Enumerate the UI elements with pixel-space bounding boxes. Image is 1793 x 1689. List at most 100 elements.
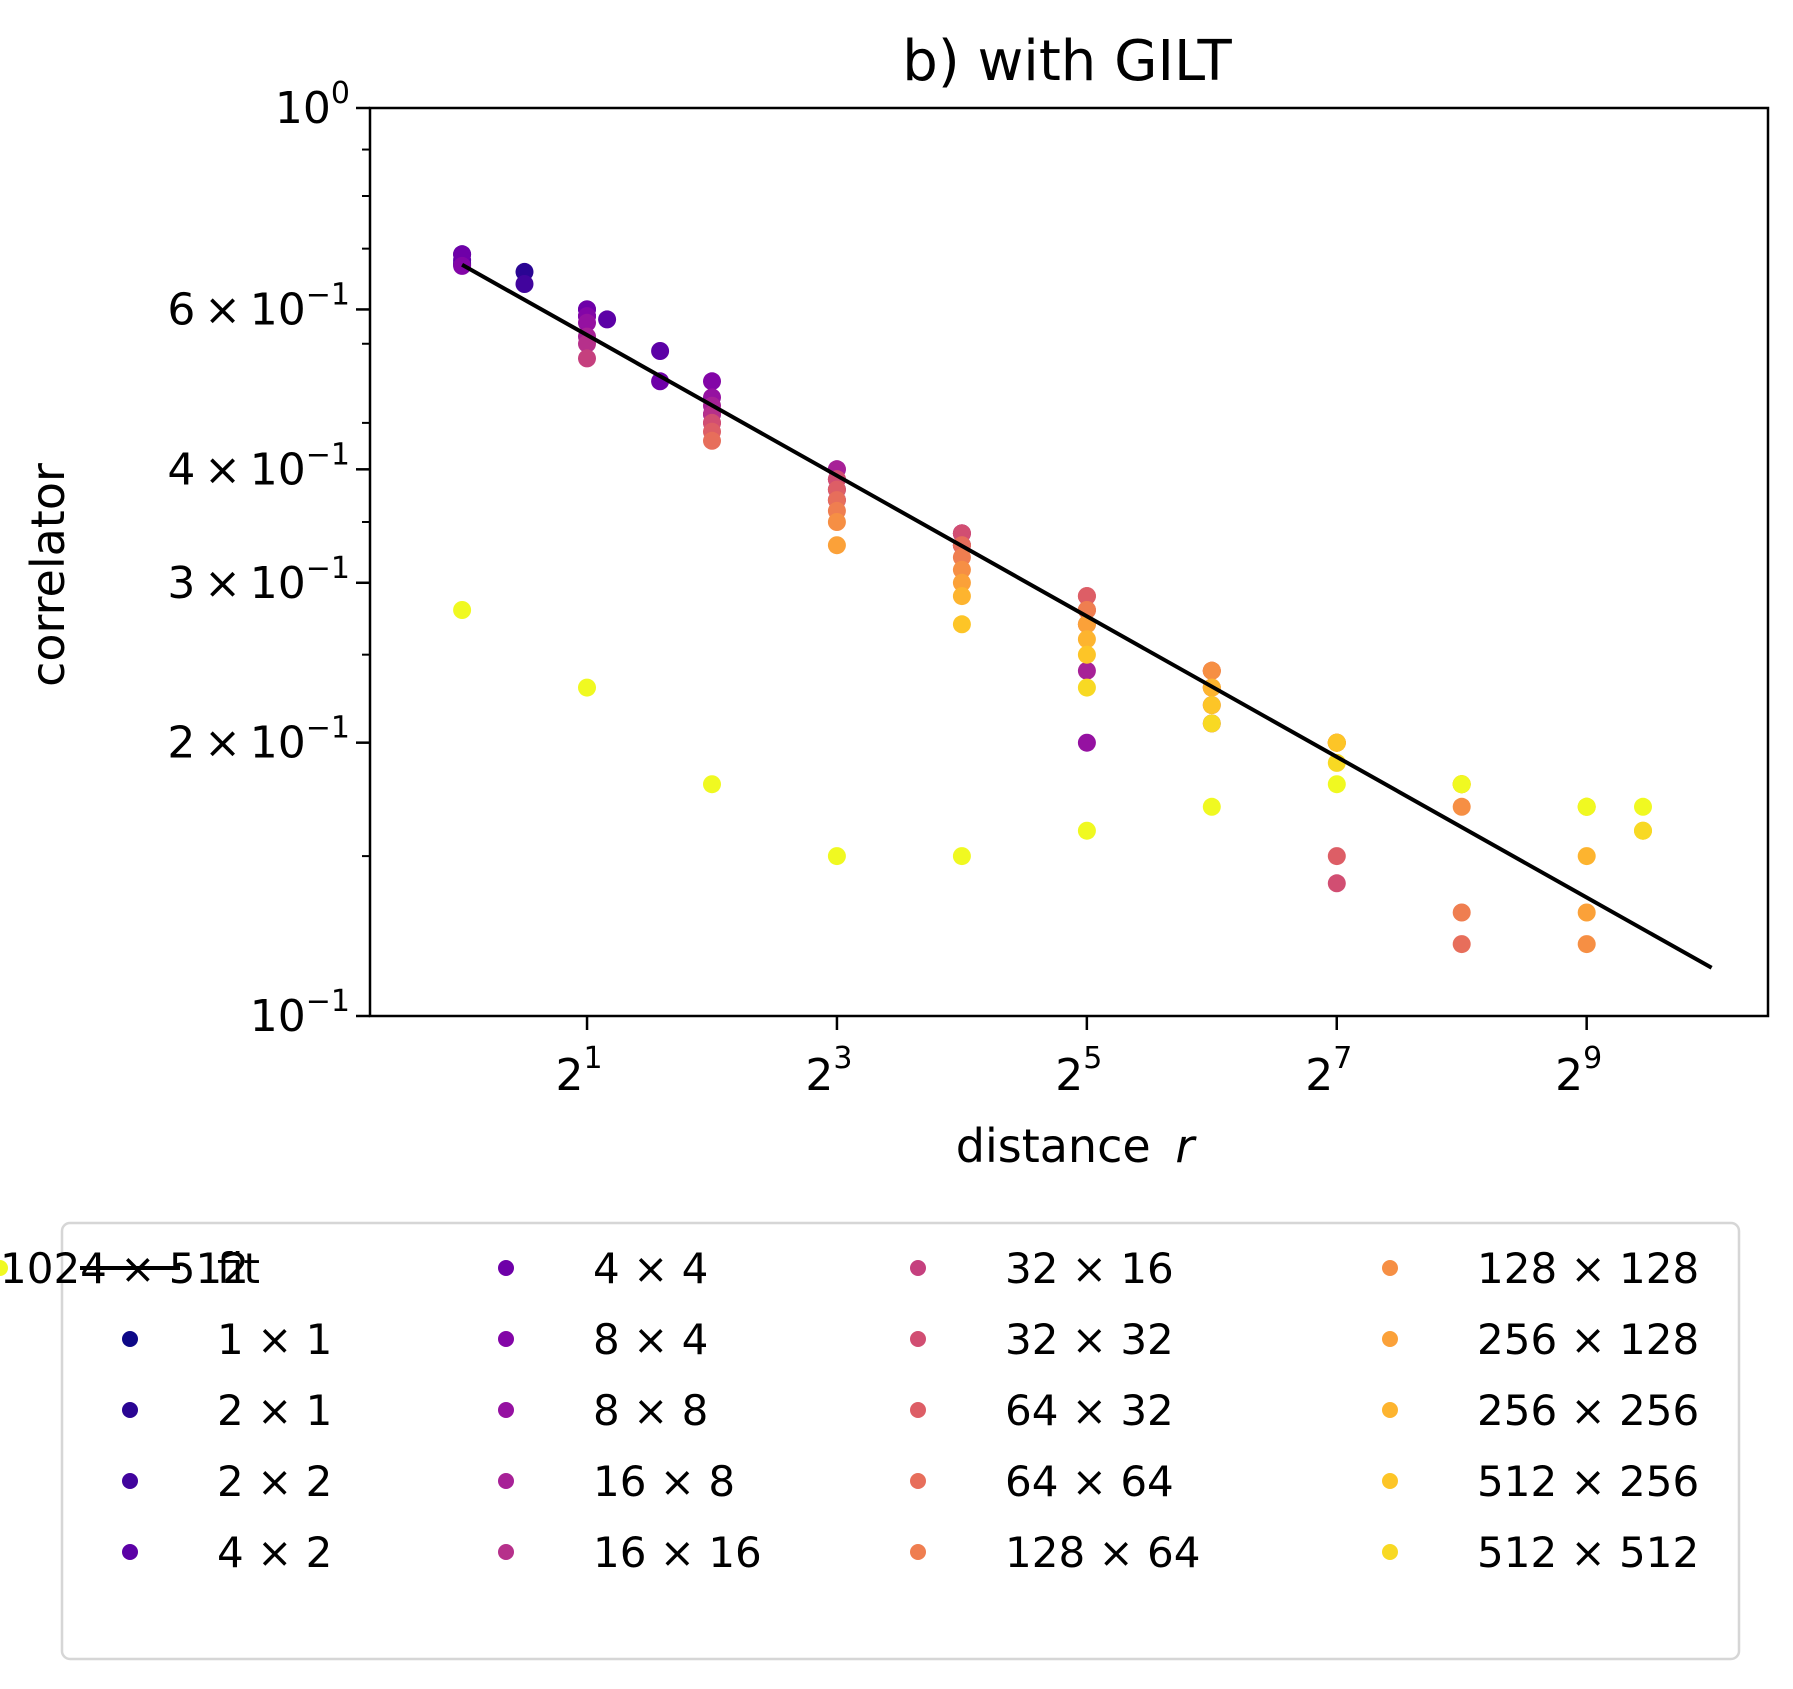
legend-marker bbox=[122, 1402, 138, 1418]
data-point bbox=[1077, 630, 1096, 649]
y-tick-mantissa: 6 × 10 bbox=[167, 284, 305, 335]
legend-marker bbox=[1382, 1544, 1398, 1560]
data-point bbox=[703, 372, 721, 391]
legend-frame bbox=[60, 1221, 1741, 1661]
x-tick-base: 2 bbox=[805, 1050, 833, 1101]
data-point bbox=[1452, 775, 1471, 794]
data-point bbox=[1634, 797, 1652, 816]
data-point bbox=[952, 573, 971, 592]
data-point bbox=[1577, 797, 1596, 816]
legend-label: 512 × 512 bbox=[1477, 1528, 1699, 1577]
legend-marker bbox=[910, 1544, 926, 1560]
data-point bbox=[952, 587, 971, 606]
x-axis-label-text: distance bbox=[956, 1119, 1151, 1173]
data-point bbox=[952, 560, 971, 579]
x-tick-base: 2 bbox=[1305, 1050, 1333, 1101]
x-tick-label: 23 bbox=[805, 1041, 852, 1101]
x-tick-base: 2 bbox=[1555, 1050, 1583, 1101]
data-point bbox=[1577, 935, 1596, 954]
legend-label: 8 × 4 bbox=[593, 1315, 708, 1364]
legend-marker bbox=[122, 1473, 138, 1489]
x-axis-label-variable: r bbox=[1175, 1119, 1197, 1173]
y-tick-exponent: −1 bbox=[306, 551, 350, 586]
x-tick-label: 21 bbox=[555, 1041, 602, 1101]
x-tick-exponent: 3 bbox=[833, 1041, 852, 1076]
legend-marker bbox=[498, 1260, 514, 1276]
data-point bbox=[1452, 797, 1471, 816]
legend-label: 1024 × 512 bbox=[0, 1244, 249, 1293]
data-point bbox=[1077, 661, 1096, 680]
data-point bbox=[827, 847, 846, 866]
x-tick-base: 2 bbox=[555, 1050, 583, 1101]
data-point bbox=[952, 615, 971, 634]
legend-marker bbox=[0, 1260, 8, 1276]
legend-marker bbox=[1382, 1473, 1398, 1489]
legend-marker bbox=[498, 1473, 514, 1489]
y-tick-exponent: −1 bbox=[306, 711, 350, 746]
legend-marker bbox=[1382, 1331, 1398, 1347]
legend-label: 16 × 16 bbox=[593, 1528, 762, 1577]
x-tick-label: 27 bbox=[1305, 1041, 1352, 1101]
legend-label: 4 × 2 bbox=[217, 1528, 332, 1577]
y-tick-mantissa: 10 bbox=[250, 991, 306, 1042]
y-tick-mantissa: 2 × 10 bbox=[167, 718, 305, 769]
data-point bbox=[1202, 797, 1221, 816]
scatter-points bbox=[453, 245, 1652, 954]
x-tick-label: 25 bbox=[1055, 1041, 1102, 1101]
x-tick-exponent: 9 bbox=[1583, 1041, 1602, 1076]
data-point bbox=[1452, 935, 1471, 954]
data-point bbox=[827, 536, 846, 555]
legend-label: 4 × 4 bbox=[593, 1244, 708, 1293]
y-tick-label: 2 × 10−1 bbox=[167, 711, 350, 769]
legend-marker bbox=[910, 1331, 926, 1347]
data-point bbox=[1634, 821, 1652, 840]
x-tick-label: 29 bbox=[1555, 1041, 1602, 1101]
fit-line bbox=[461, 263, 1713, 970]
legend-label: 2 × 2 bbox=[217, 1457, 332, 1506]
data-point bbox=[1327, 733, 1346, 752]
data-point bbox=[1577, 903, 1596, 922]
y-tick-label: 6 × 10−1 bbox=[167, 277, 350, 335]
y-tick-exponent: −1 bbox=[306, 984, 350, 1019]
legend-marker bbox=[910, 1260, 926, 1276]
data-point bbox=[515, 275, 534, 293]
data-point bbox=[578, 678, 596, 697]
legend-marker bbox=[498, 1402, 514, 1418]
chart-title: b) with GILT bbox=[902, 29, 1232, 94]
legend-marker bbox=[1382, 1402, 1398, 1418]
legend-label: 32 × 16 bbox=[1005, 1244, 1174, 1293]
legend-label: 256 × 128 bbox=[1477, 1315, 1699, 1364]
data-point bbox=[1077, 645, 1096, 664]
legend-label: 32 × 32 bbox=[1005, 1315, 1174, 1364]
data-point bbox=[1327, 847, 1346, 866]
y-tick-label: 100 bbox=[275, 76, 350, 134]
legend-label: 128 × 128 bbox=[1477, 1244, 1699, 1293]
data-point bbox=[952, 847, 971, 866]
y-tick-mantissa: 3 × 10 bbox=[167, 558, 305, 609]
legend-label: 512 × 256 bbox=[1477, 1457, 1699, 1506]
data-point bbox=[1077, 678, 1096, 697]
data-point bbox=[1327, 775, 1346, 794]
y-axis-label: correlator bbox=[21, 463, 75, 687]
legend-label: 2 × 1 bbox=[217, 1386, 332, 1435]
data-point bbox=[952, 548, 971, 567]
x-tick-base: 2 bbox=[1055, 1050, 1083, 1101]
y-tick-exponent: −1 bbox=[306, 277, 350, 312]
x-axis-label: distance r bbox=[956, 1119, 1198, 1173]
legend-marker bbox=[910, 1473, 926, 1489]
data-point bbox=[578, 313, 596, 332]
data-point bbox=[1577, 847, 1596, 866]
x-tick-exponent: 5 bbox=[1083, 1041, 1102, 1076]
y-tick-exponent: 0 bbox=[331, 76, 350, 111]
data-point bbox=[1077, 733, 1096, 752]
legend-marker bbox=[1382, 1260, 1398, 1276]
data-point bbox=[1202, 661, 1221, 680]
data-point bbox=[1452, 903, 1471, 922]
y-tick-mantissa: 4 × 10 bbox=[167, 444, 305, 495]
data-point bbox=[1327, 874, 1346, 893]
data-point bbox=[703, 775, 721, 794]
fit-line-layer bbox=[461, 263, 1713, 970]
legend-label: fit bbox=[217, 1244, 260, 1293]
y-tick-exponent: −1 bbox=[306, 437, 350, 472]
y-tick-label: 10−1 bbox=[250, 984, 350, 1042]
